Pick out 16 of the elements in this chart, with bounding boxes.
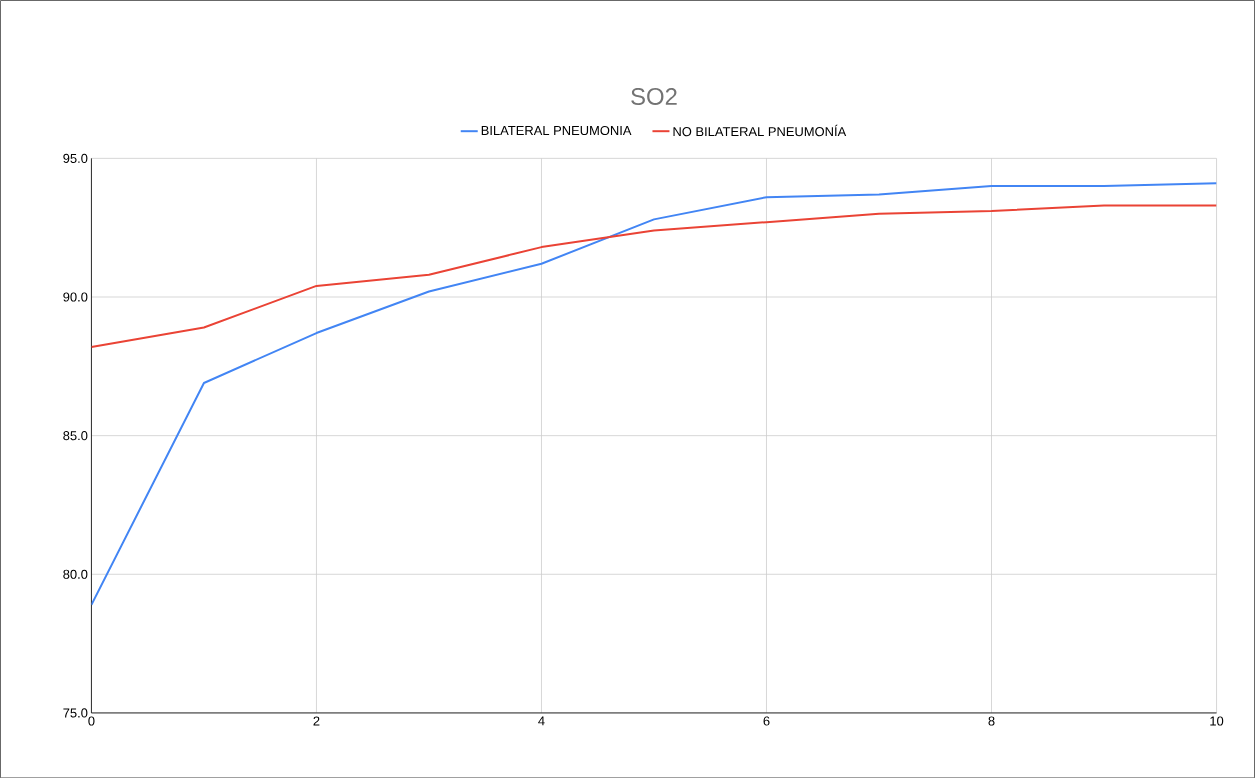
- x-tick-label: 4: [538, 716, 545, 726]
- legend-label: NO BILATERAL PNEUMONÍA: [673, 124, 847, 136]
- line-series: [91, 182, 1217, 606]
- chart-title: SO2: [631, 87, 677, 105]
- y-tick-label: 95.0: [63, 153, 88, 163]
- x-tick-label: 2: [313, 716, 320, 726]
- y-tick-label: 85.0: [63, 430, 88, 441]
- legend-label: BILATERAL PNEUMONIA: [481, 125, 632, 135]
- x-tick-label: 10: [1210, 716, 1224, 726]
- y-tick-label: 90.0: [63, 292, 88, 302]
- y-tick-label: 75.0: [63, 708, 88, 718]
- x-tick-label: 0: [88, 716, 95, 726]
- x-tick-label: 8: [988, 716, 995, 726]
- y-tick-label: 80.0: [63, 569, 88, 579]
- x-tick-label: 6: [763, 716, 770, 726]
- line-series: [91, 204, 1217, 348]
